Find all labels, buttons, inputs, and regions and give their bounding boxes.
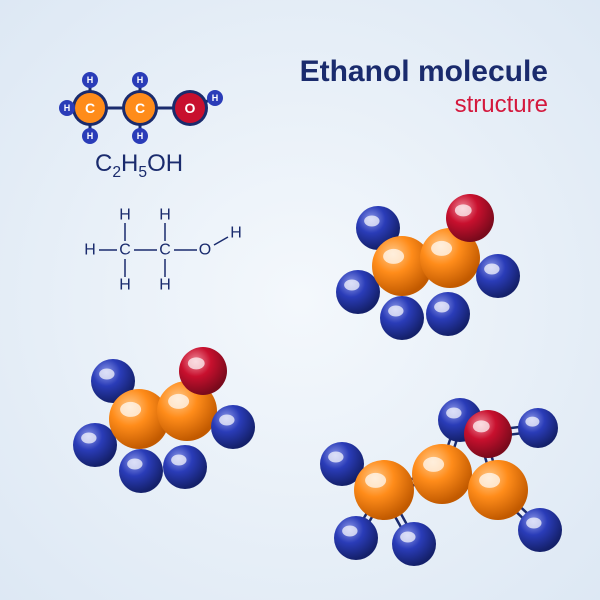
flat-structure-diagram: C C O H H H H H H — [55, 60, 235, 156]
svg-text:H: H — [119, 277, 131, 294]
svg-text:H: H — [137, 131, 144, 141]
svg-text:H: H — [137, 75, 144, 85]
svg-text:H: H — [159, 207, 171, 224]
svg-text:H: H — [159, 277, 171, 294]
title-main: Ethanol molecule — [300, 55, 548, 89]
svg-text:H: H — [87, 131, 94, 141]
svg-text:O: O — [199, 242, 211, 259]
svg-text:C: C — [135, 100, 145, 116]
svg-text:H: H — [212, 93, 219, 103]
svg-text:C: C — [119, 242, 131, 259]
title-sub: structure — [300, 91, 548, 119]
molecule-3d-model-2 — [65, 335, 265, 505]
svg-text:C: C — [159, 242, 171, 259]
svg-text:H: H — [230, 225, 242, 242]
svg-text:C: C — [85, 100, 95, 116]
svg-text:H: H — [64, 103, 71, 113]
svg-text:H: H — [119, 207, 131, 224]
svg-text:H: H — [87, 75, 94, 85]
molecule-3d-model-3 — [280, 380, 570, 590]
svg-text:H: H — [84, 242, 96, 259]
svg-text:O: O — [185, 100, 196, 116]
lewis-structure-diagram: H C C O H H H H H — [70, 195, 250, 295]
title-block: Ethanol molecule structure — [300, 55, 548, 119]
molecule-3d-model-1 — [330, 180, 530, 350]
